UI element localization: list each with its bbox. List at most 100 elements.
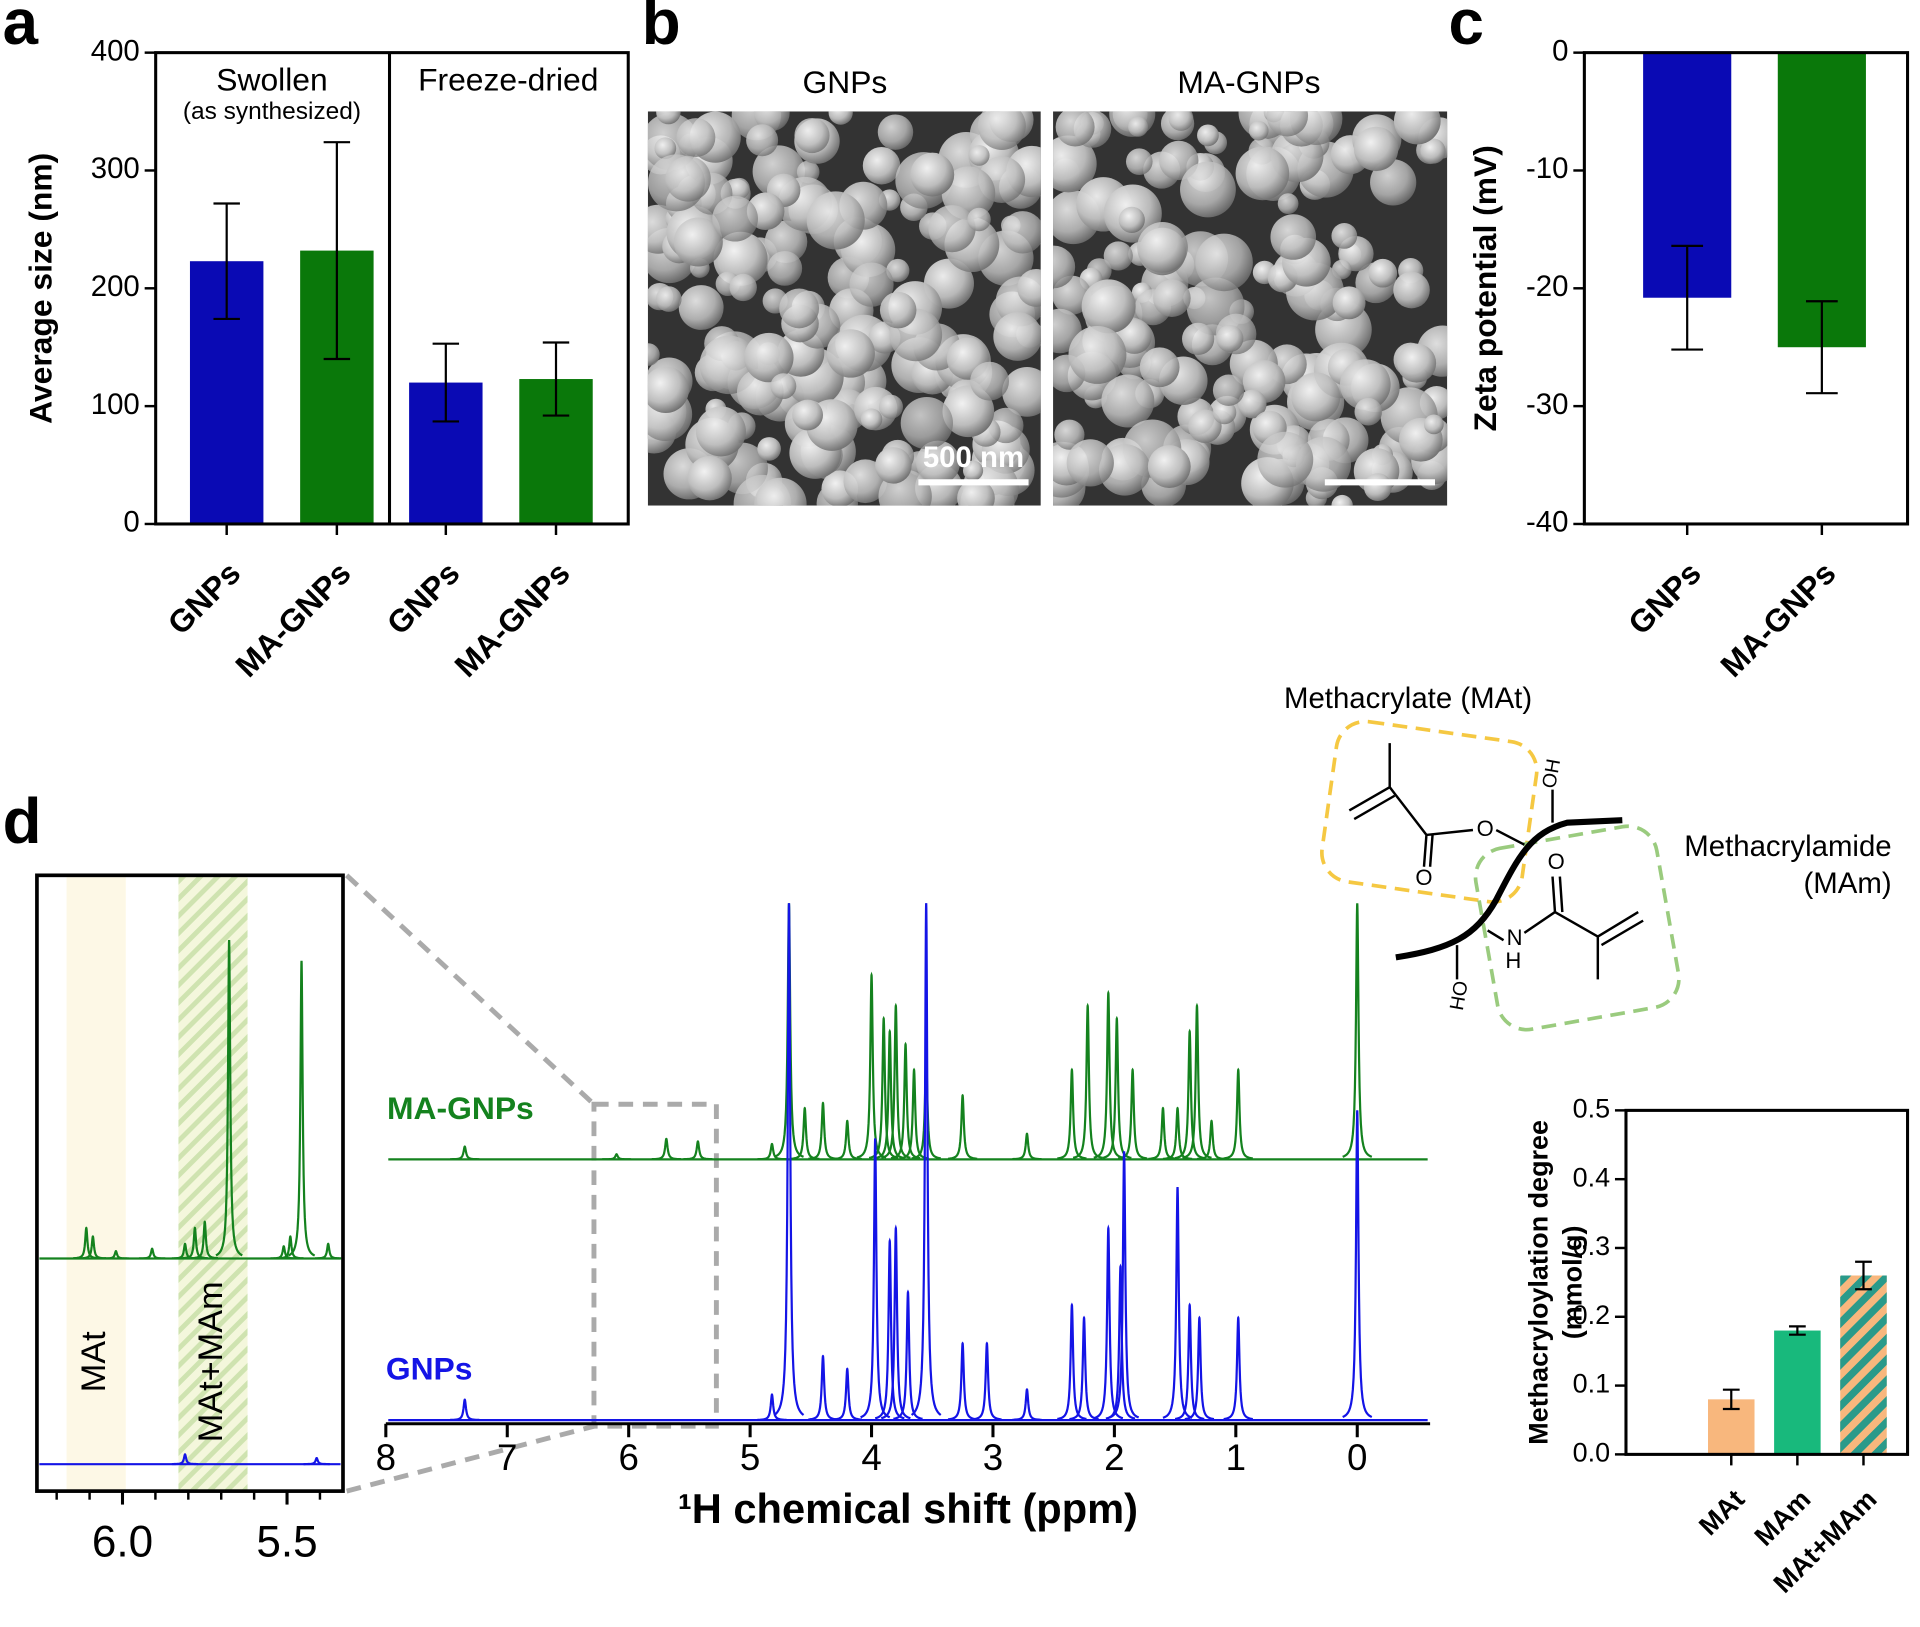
bar-hatch [1840, 1275, 1887, 1455]
y-tick-label: 0.0 [1573, 1437, 1610, 1467]
sem-particle [1195, 233, 1253, 292]
sem-particle [794, 117, 830, 154]
x-tick-label: MAt [1693, 1484, 1750, 1541]
peak [1342, 1110, 1373, 1419]
sem-particle [654, 137, 677, 160]
sem-particle [1055, 111, 1095, 147]
sem-particle [744, 332, 794, 383]
x-tick-label: 5.5 [256, 1518, 317, 1567]
sem-particle [1128, 116, 1149, 137]
region-label: MAt [75, 1331, 113, 1392]
sem-particle [792, 399, 824, 431]
region-label: MAt+MAm [192, 1281, 230, 1442]
y-tick-label: 0 [123, 506, 139, 539]
x-tick-label: MA-GNPs [448, 555, 577, 684]
sem-particle [1118, 206, 1145, 233]
panel-label: d [3, 786, 42, 857]
sem-particle [1182, 322, 1215, 356]
sem-particle [1066, 439, 1114, 487]
sem-particle [886, 258, 910, 283]
peak [1072, 1002, 1103, 1159]
y-axis-title: Average size (nm) [22, 153, 58, 424]
peak [808, 1101, 838, 1160]
y-tick-label: 200 [91, 270, 140, 303]
peak [860, 1138, 891, 1419]
sem-particle [957, 479, 995, 506]
peak [972, 1341, 1002, 1421]
sem-particle [1331, 494, 1353, 506]
peak [790, 1106, 820, 1160]
panel-label: a [3, 0, 39, 58]
peak [450, 1398, 480, 1421]
sem-particle [746, 124, 779, 157]
sem-particle [1054, 419, 1085, 450]
peak [191, 1220, 218, 1260]
sem-particle [757, 437, 781, 461]
sem-image [647, 111, 1041, 506]
sem-particle [712, 195, 758, 242]
x-tick-label: MA-GNPs [228, 555, 357, 684]
x-tick-label: GNPs [1621, 555, 1708, 642]
peak [171, 1242, 199, 1260]
sem-particle [849, 262, 894, 307]
peak [1069, 1315, 1099, 1421]
peak [832, 1367, 862, 1421]
peak [73, 1226, 100, 1260]
atom: O [1477, 816, 1494, 841]
zoom-line [344, 873, 596, 1107]
sem-particle [1137, 222, 1188, 273]
sem-particle [928, 205, 976, 253]
sem-particle [967, 207, 991, 232]
peak [1109, 1151, 1140, 1419]
sem-particle [1139, 347, 1180, 388]
structure-label: Methacrylamide [1684, 830, 1891, 863]
error-bar [1671, 244, 1704, 351]
sem-particle [1331, 223, 1358, 249]
peak [102, 1250, 130, 1260]
sem-particle [1332, 286, 1366, 320]
sem-particle [728, 177, 750, 200]
peak [181, 1226, 209, 1260]
sem-particle [729, 273, 757, 302]
panel-label: c [1448, 0, 1483, 58]
peak [947, 1093, 978, 1160]
peak [773, 903, 805, 1416]
x-tick-label: 0 [1347, 1437, 1367, 1478]
sem-particle [656, 111, 681, 125]
group-sublabel: (as synthesized) [183, 98, 361, 125]
sem-image [1053, 111, 1448, 506]
sem-particle [1291, 372, 1341, 422]
peak [808, 1354, 838, 1421]
peak [1174, 1302, 1205, 1421]
sem-particle [1277, 193, 1299, 214]
sem-particle [910, 152, 955, 197]
y-tick-label: 0.3 [1573, 1231, 1610, 1261]
x-tick-label: 1 [1226, 1437, 1246, 1478]
peak [683, 1140, 713, 1161]
y-tick-label: 0.1 [1573, 1369, 1610, 1399]
plot-frame [1624, 1108, 1910, 1456]
sem-particle [1002, 367, 1041, 417]
x-tick-label: 5 [740, 1437, 760, 1478]
bar [1777, 52, 1866, 348]
sem-particle [1053, 135, 1097, 193]
sem-particle [1339, 359, 1391, 410]
peak [1162, 1187, 1193, 1419]
peak [651, 1137, 681, 1161]
sem-particle [806, 191, 865, 250]
atom: O [1548, 849, 1565, 874]
sem-particle [993, 312, 1041, 361]
peak [1223, 1315, 1253, 1421]
peak [874, 1237, 905, 1420]
x-tick-label: 7 [497, 1437, 517, 1478]
peak [1093, 989, 1124, 1159]
peak [1184, 1315, 1215, 1421]
atom: OH [1538, 757, 1565, 790]
sem-particle [879, 291, 917, 329]
plot-frame [1582, 51, 1910, 526]
peak [880, 1002, 911, 1159]
sem-particle [970, 361, 1010, 401]
sem-particle [779, 288, 820, 329]
sem-particle [1368, 258, 1398, 288]
